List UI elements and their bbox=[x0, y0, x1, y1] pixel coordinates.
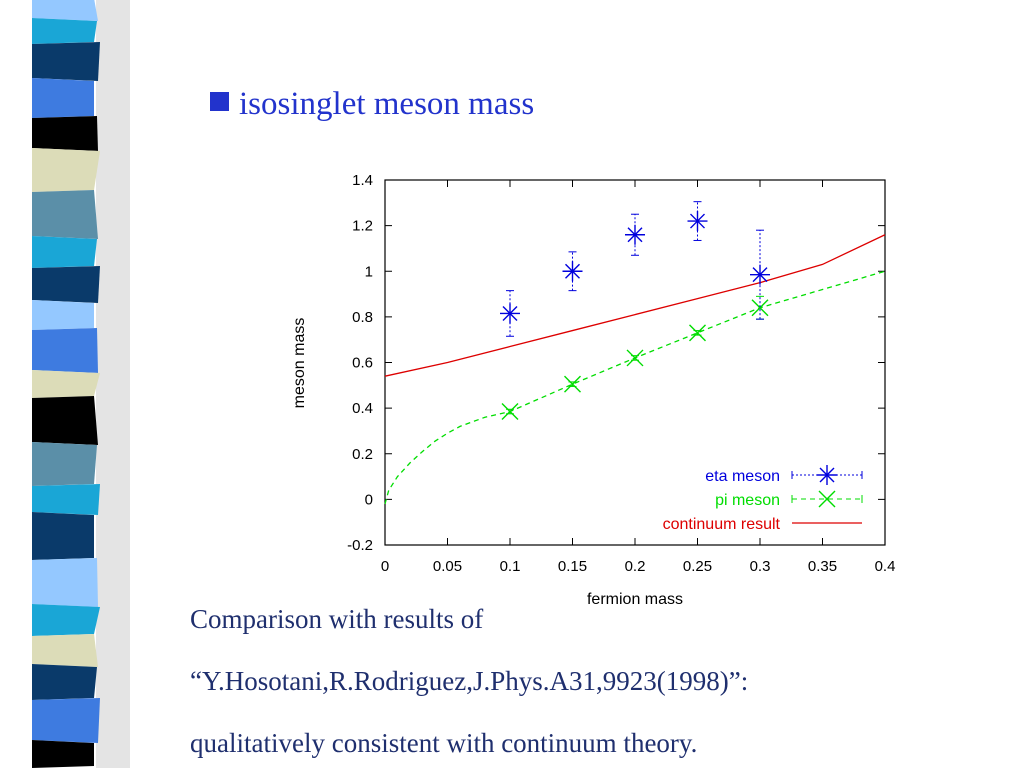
marker-stroke bbox=[689, 324, 706, 342]
pi-meson-point bbox=[689, 324, 706, 342]
stripe-band bbox=[32, 484, 100, 515]
y-tick-label: 1.2 bbox=[352, 218, 373, 235]
stripe-band bbox=[32, 664, 97, 700]
stripe-band bbox=[32, 328, 98, 373]
stripe-band bbox=[32, 370, 100, 398]
y-tick-label: -0.2 bbox=[347, 537, 373, 554]
stripe-band bbox=[32, 300, 94, 330]
legend-label: pi meson bbox=[715, 492, 780, 509]
stripe-band bbox=[32, 78, 94, 118]
stripe-band bbox=[32, 512, 94, 560]
marker-stroke bbox=[819, 467, 835, 483]
pi-meson-point bbox=[751, 299, 769, 317]
pi-meson-point bbox=[626, 349, 644, 367]
square-bullet-icon bbox=[210, 92, 229, 111]
marker-stroke bbox=[626, 349, 644, 367]
x-tick-label: 0.05 bbox=[433, 558, 462, 575]
legend-label: continuum result bbox=[663, 516, 781, 533]
caption-line-1: Comparison with results of bbox=[190, 604, 484, 634]
stripe-band bbox=[32, 698, 100, 743]
y-tick-label: 0.2 bbox=[352, 446, 373, 463]
y-tick-label: 0.4 bbox=[352, 400, 373, 417]
x-tick-label: 0.2 bbox=[625, 558, 646, 575]
stripe-band bbox=[32, 442, 97, 486]
legend-marker bbox=[818, 490, 836, 508]
stripe-band bbox=[32, 42, 100, 81]
stripe-band bbox=[32, 148, 100, 192]
pi-meson-point bbox=[501, 403, 519, 421]
marker-stroke bbox=[752, 267, 768, 283]
x-axis-label: fermion mass bbox=[587, 591, 683, 605]
stripe-band bbox=[32, 236, 97, 268]
data-series bbox=[384, 201, 886, 505]
stripe-band bbox=[32, 740, 94, 768]
stripe-band bbox=[32, 0, 98, 21]
x-tick-label: 0.25 bbox=[683, 558, 712, 575]
stripe-band bbox=[32, 18, 97, 44]
legend-marker bbox=[817, 465, 837, 485]
meson-mass-chart: -0.2 0 0.2 0.4 0.6 0.8 1 1.2 1.4 0 0.05 0.1 0.15 0.2… bbox=[291, 172, 896, 605]
eta-meson-point bbox=[625, 224, 645, 245]
stripe-band bbox=[32, 396, 98, 445]
y-tick-labels: -0.2 0 0.2 0.4 0.6 0.8 1 1.2 1.4 bbox=[347, 172, 373, 554]
x-tick-label: 0.35 bbox=[808, 558, 837, 575]
stripe-band bbox=[32, 558, 98, 607]
eta-meson-error bbox=[506, 290, 514, 337]
stripe-band bbox=[32, 190, 98, 239]
slide-title-text: isosinglet meson mass bbox=[239, 86, 535, 122]
x-tick-label: 0.3 bbox=[750, 558, 771, 575]
y-tick-label: 0.6 bbox=[352, 355, 373, 372]
caption-line-3: qualitatively consistent with continuum … bbox=[190, 728, 698, 758]
eta-meson-point bbox=[750, 264, 770, 285]
marker-stroke bbox=[502, 305, 518, 321]
pi-meson-point bbox=[564, 375, 581, 393]
x-tick-label: 0.1 bbox=[500, 558, 521, 575]
y-axis-label: meson mass bbox=[291, 318, 308, 409]
slide-title: isosinglet meson mass bbox=[210, 86, 534, 123]
x-tick-label: 0 bbox=[381, 558, 389, 575]
stripe-band bbox=[32, 266, 100, 303]
caption-line-2: “Y.Hosotani,R.Rodriguez,J.Phys.A31,9923(… bbox=[190, 666, 749, 696]
marker-stroke bbox=[627, 227, 643, 243]
stripe-margin bbox=[0, 0, 32, 768]
stripe-band bbox=[32, 604, 100, 636]
eta-meson-error bbox=[693, 201, 702, 241]
y-tick-label: 1 bbox=[365, 263, 373, 280]
eta-meson-error bbox=[568, 251, 577, 292]
y-tick-label: 0 bbox=[365, 491, 373, 508]
tick-marks bbox=[384, 179, 886, 546]
chart-legend: eta meson pi meson continuum result bbox=[663, 465, 863, 533]
continuum-result-line bbox=[384, 234, 886, 377]
x-tick-labels: 0 0.05 0.1 0.15 0.2 0.25 0.3 0.35 0.4 bbox=[381, 558, 896, 575]
marker-stroke bbox=[501, 403, 519, 421]
legend-label: eta meson bbox=[705, 468, 780, 485]
x-tick-label: 0.15 bbox=[558, 558, 587, 575]
eta-meson-point bbox=[687, 211, 708, 232]
marker-stroke bbox=[818, 490, 836, 508]
marker-stroke bbox=[564, 375, 581, 393]
y-tick-label: 0.8 bbox=[352, 309, 373, 326]
pi-meson-curve bbox=[384, 270, 886, 505]
decorative-stripe bbox=[0, 0, 130, 768]
eta-meson-point bbox=[562, 261, 583, 282]
eta-meson-point bbox=[500, 303, 520, 324]
stripe-band bbox=[32, 116, 98, 151]
marker-stroke bbox=[565, 263, 580, 279]
stripe-shadow bbox=[96, 0, 130, 768]
marker-stroke bbox=[751, 299, 769, 317]
x-tick-label: 0.4 bbox=[875, 558, 896, 575]
marker-stroke bbox=[690, 213, 705, 229]
y-tick-label: 1.4 bbox=[352, 172, 373, 189]
stripe-band bbox=[32, 634, 98, 667]
